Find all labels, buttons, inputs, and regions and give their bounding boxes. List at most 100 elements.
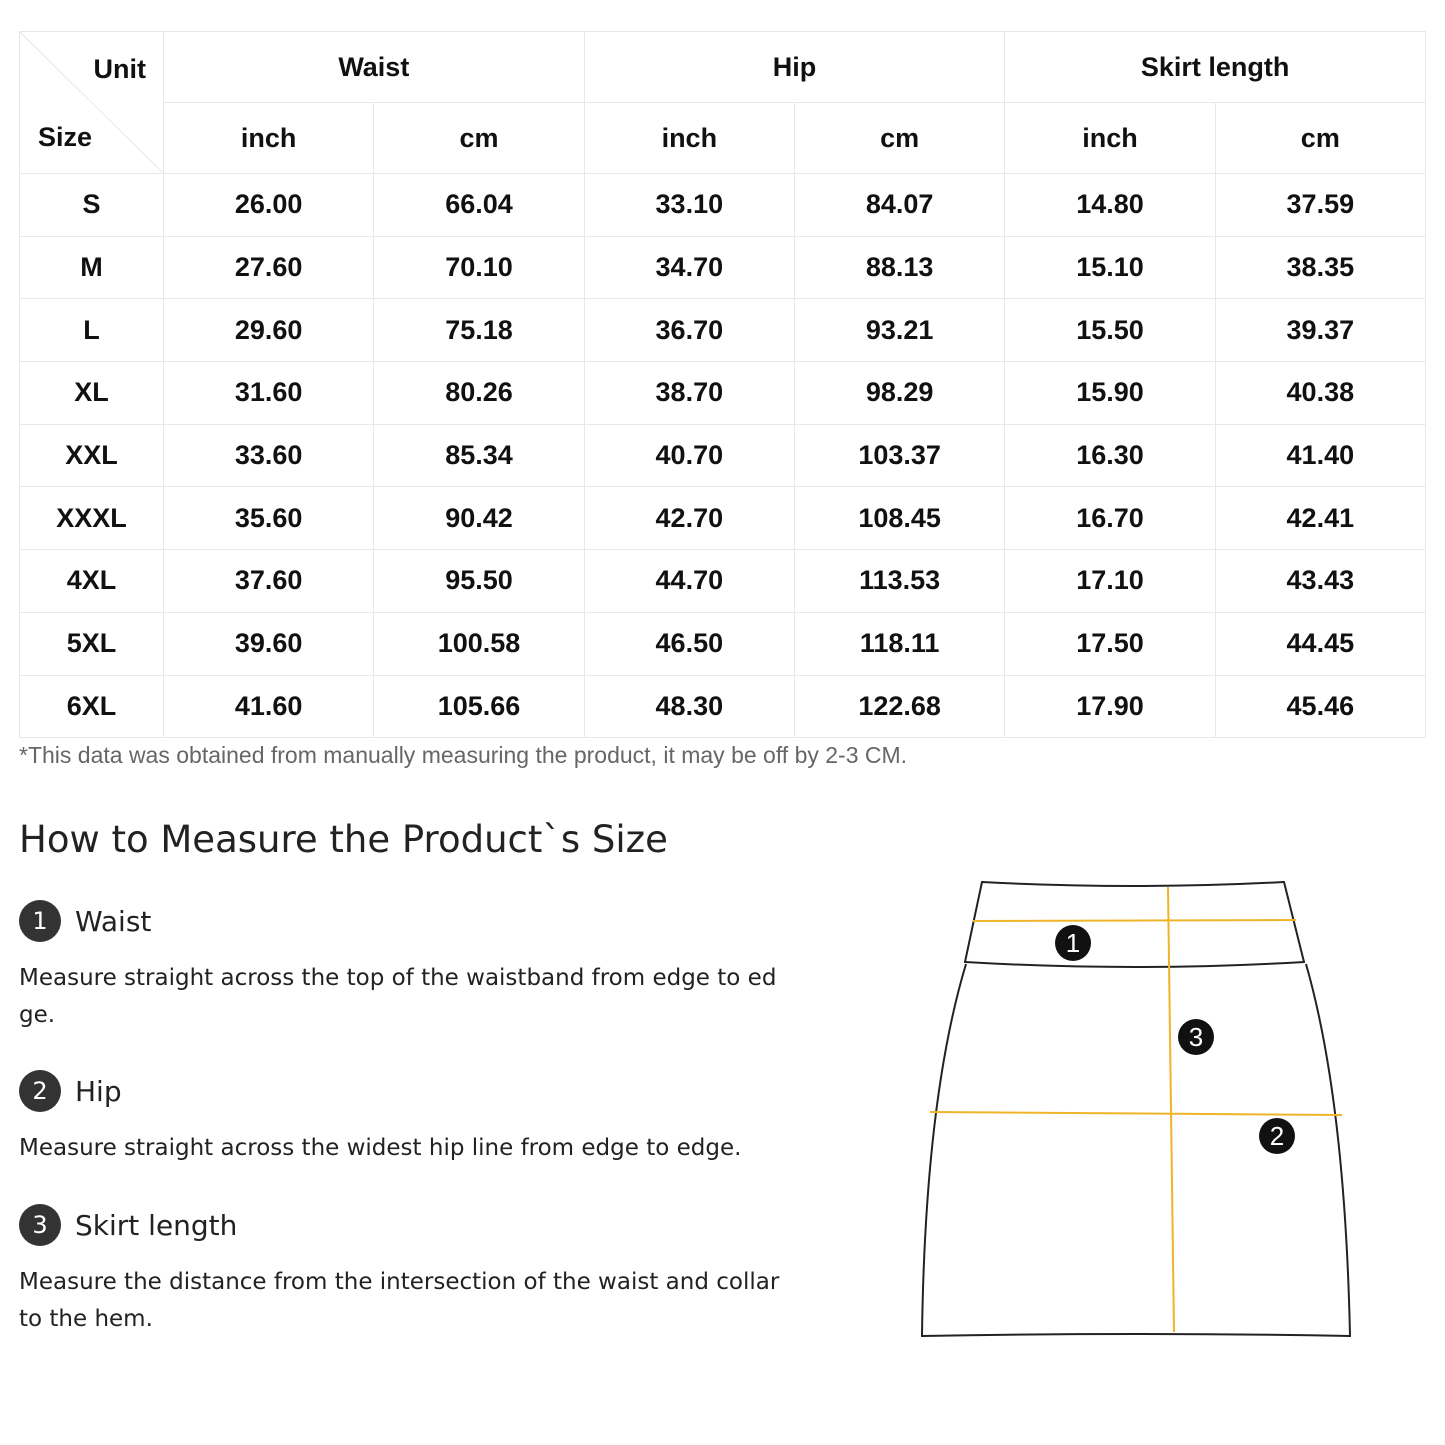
size-chart-table: Unit Size Waist Hip Skirt length inch cm i… — [19, 31, 1427, 739]
step-label: Hip — [75, 1074, 122, 1108]
marker-3 — [1178, 1019, 1214, 1055]
table-row: XXXL 35.60 90.42 42.70 108.45 16.70 42.41 — [19, 486, 1427, 551]
value-cell: 15.90 — [1004, 361, 1216, 425]
value-cell: 84.07 — [793, 173, 1006, 237]
group-header: Hip — [583, 31, 1006, 103]
step-description: Measure the distance from the intersecti… — [19, 1269, 780, 1332]
size-cell: 6XL — [19, 674, 164, 739]
unit-header: cm — [793, 102, 1006, 174]
value-cell: 90.42 — [373, 486, 585, 551]
size-label: Size — [38, 122, 93, 152]
value-cell: 46.50 — [583, 611, 795, 676]
value-cell: 45.46 — [1214, 674, 1427, 739]
measurement-note: *This data was obtained from manually me… — [19, 742, 908, 768]
corner-header: Unit Size — [19, 31, 164, 174]
value-cell: 103.37 — [793, 423, 1006, 488]
value-cell: 38.70 — [583, 361, 795, 425]
value-cell: 14.80 — [1004, 173, 1216, 237]
marker-2-label: 2 — [1270, 1121, 1284, 1151]
step-description: Measure straight across the top of the w… — [19, 965, 777, 1028]
step-description: Measure straight across the widest hip l… — [19, 1135, 742, 1161]
value-cell: 80.26 — [373, 361, 585, 425]
value-cell: 98.29 — [793, 361, 1006, 425]
value-cell: 48.30 — [583, 674, 795, 739]
value-cell: 33.60 — [162, 423, 375, 488]
unit-header: inch — [583, 102, 795, 174]
unit-header: inch — [1004, 102, 1216, 174]
size-cell: 5XL — [19, 611, 164, 676]
value-cell: 105.66 — [373, 674, 585, 739]
value-cell: 16.30 — [1004, 423, 1216, 488]
value-cell: 88.13 — [793, 235, 1006, 300]
value-cell: 35.60 — [162, 486, 375, 551]
step-hip: 2 Hip Measure straight across the widest … — [19, 1070, 779, 1167]
value-cell: 42.41 — [1214, 486, 1427, 551]
value-cell: 66.04 — [373, 173, 585, 237]
step-number-badge: 1 — [19, 900, 61, 942]
value-cell: 33.10 — [583, 173, 795, 237]
table-row: 5XL 39.60 100.58 46.50 118.11 17.50 44.45 — [19, 611, 1427, 676]
value-cell: 93.21 — [793, 298, 1006, 363]
value-cell: 17.10 — [1004, 549, 1216, 613]
value-cell: 75.18 — [373, 298, 585, 363]
marker-1-label: 1 — [1066, 928, 1080, 958]
table-row: S 26.00 66.04 33.10 84.07 14.80 37.59 — [19, 173, 1427, 237]
value-cell: 15.10 — [1004, 235, 1216, 300]
value-cell: 37.59 — [1214, 173, 1427, 237]
value-cell: 95.50 — [373, 549, 585, 613]
step-label: Waist — [75, 904, 152, 938]
marker-3-label: 3 — [1189, 1022, 1203, 1052]
value-cell: 39.60 — [162, 611, 375, 676]
marker-2 — [1259, 1118, 1295, 1154]
value-cell: 41.40 — [1214, 423, 1427, 488]
value-cell: 118.11 — [793, 611, 1006, 676]
size-cell: XXL — [19, 423, 164, 488]
value-cell: 38.35 — [1214, 235, 1427, 300]
value-cell: 70.10 — [373, 235, 585, 300]
table-row: L 29.60 75.18 36.70 93.21 15.50 39.37 — [19, 298, 1427, 363]
value-cell: 40.70 — [583, 423, 795, 488]
value-cell: 31.60 — [162, 361, 375, 425]
size-cell: S — [19, 173, 164, 237]
value-cell: 40.38 — [1214, 361, 1427, 425]
step-label: Skirt length — [75, 1208, 238, 1242]
hip-line — [929, 1111, 1343, 1116]
group-header: Waist — [163, 31, 585, 103]
size-cell: XL — [19, 361, 164, 425]
table-row: XXL 33.60 85.34 40.70 103.37 16.30 41.40 — [19, 423, 1427, 488]
unit-header: inch — [162, 102, 375, 174]
group-header: Skirt length — [1004, 31, 1426, 103]
step-skirt-length: 3 Skirt length Measure the distance from … — [19, 1204, 779, 1338]
value-cell: 113.53 — [793, 549, 1006, 613]
value-cell: 85.34 — [373, 423, 585, 488]
value-cell: 17.90 — [1004, 674, 1216, 739]
value-cell: 43.43 — [1214, 549, 1427, 613]
value-cell: 29.60 — [162, 298, 375, 363]
table-row: 4XL 37.60 95.50 44.70 113.53 17.10 43.43 — [19, 549, 1427, 613]
value-cell: 17.50 — [1004, 611, 1216, 676]
table-row: XL 31.60 80.26 38.70 98.29 15.90 40.38 — [19, 361, 1427, 425]
value-cell: 41.60 — [162, 674, 375, 739]
value-cell: 122.68 — [793, 674, 1006, 739]
value-cell: 37.60 — [162, 549, 375, 613]
size-cell: M — [19, 235, 164, 300]
marker-1 — [1055, 925, 1091, 961]
length-line — [1167, 886, 1175, 1333]
value-cell: 16.70 — [1004, 486, 1216, 551]
step-waist: 1 Waist Measure straight across the top o… — [19, 900, 779, 1034]
howto-title: How to Measure the Product`s Size — [19, 818, 668, 861]
table-row: 6XL 41.60 105.66 48.30 122.68 17.90 45.46 — [19, 674, 1427, 739]
unit-label: Unit — [93, 54, 146, 84]
step-number-badge: 2 — [19, 1070, 61, 1112]
waist-line — [972, 919, 1297, 922]
table-row: M 27.60 70.10 34.70 88.13 15.10 38.35 — [19, 235, 1427, 300]
skirt-outline — [920, 880, 1352, 1338]
step-number-badge: 3 — [19, 1204, 61, 1246]
value-cell: 36.70 — [583, 298, 795, 363]
unit-header: cm — [373, 102, 585, 174]
measure-lines — [929, 886, 1343, 1333]
value-cell: 108.45 — [793, 486, 1006, 551]
value-cell: 100.58 — [373, 611, 585, 676]
value-cell: 39.37 — [1214, 298, 1427, 363]
